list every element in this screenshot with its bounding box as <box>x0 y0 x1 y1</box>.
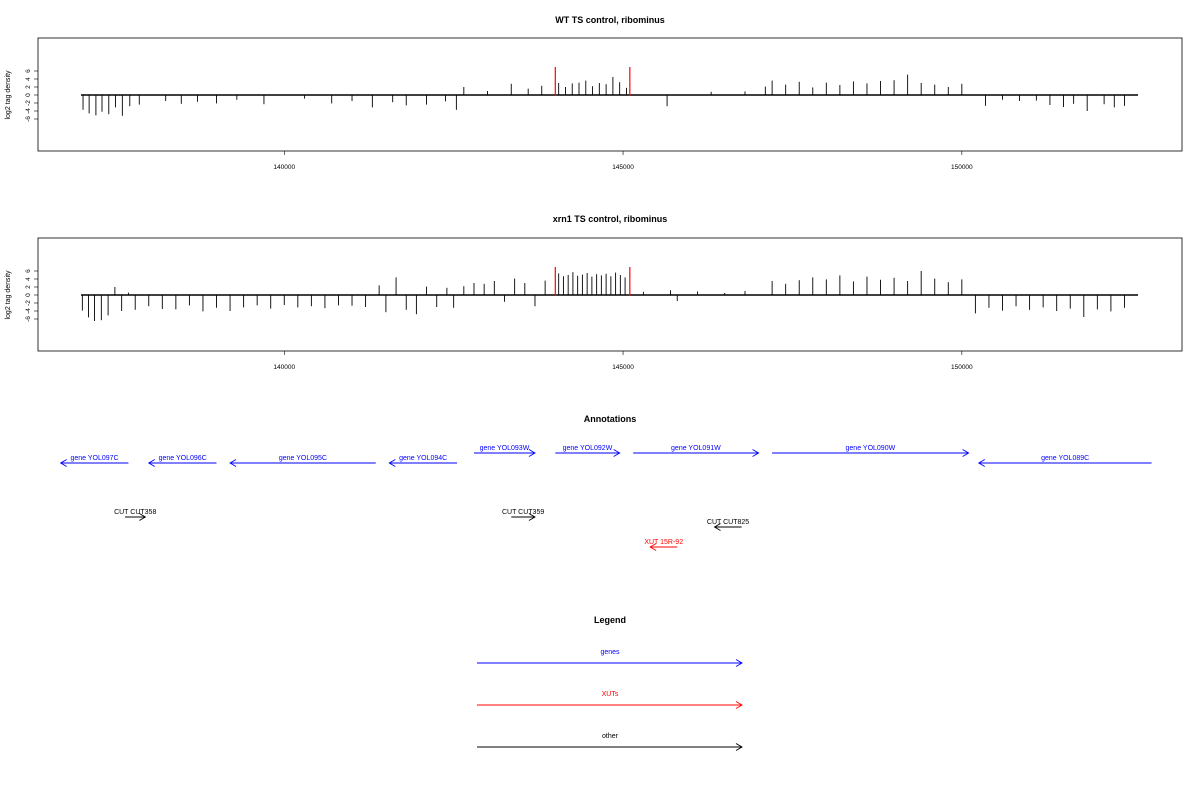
wt-y-tick-label: -6 <box>25 116 32 122</box>
gene-arrowhead <box>388 459 396 467</box>
gene-label: gene YOL089C <box>1041 455 1089 462</box>
gene-arrowhead <box>528 449 536 457</box>
xrn1-y-tick-label: 2 <box>25 285 32 289</box>
xrn1-y-tick-label: 4 <box>25 277 32 281</box>
xut-label: XUT 15R-92 <box>644 539 683 546</box>
gene-arrowhead <box>977 459 985 467</box>
xrn1-x-tick-label: 145000 <box>612 364 634 371</box>
legend-label: genes <box>600 649 620 656</box>
legend-label: XUTs <box>602 691 619 698</box>
gene-label: gene YOL094C <box>399 455 447 462</box>
annotations-title: Annotations <box>584 414 637 424</box>
wt-plot-frame <box>37 37 1183 152</box>
xrn1-y-tick-label: 6 <box>25 269 32 273</box>
xut-arrowhead <box>649 543 657 551</box>
wt-bars <box>81 67 1138 116</box>
xrn1-track-panel: xrn1 TS control, ribominus log2 tag dens… <box>5 214 1183 371</box>
gene-label: gene YOL092W <box>563 445 613 452</box>
wt-y-tick-label: 4 <box>25 77 32 81</box>
gene-arrowhead <box>59 459 67 467</box>
xrn1-y-tick-label: -4 <box>25 308 32 314</box>
gene-arrowhead <box>613 449 621 457</box>
wt-y-tick-label: -4 <box>25 108 32 114</box>
legend-genes-arrowhead <box>735 659 743 667</box>
wt-y-axis-label: log2 tag density <box>5 70 12 120</box>
wt-track-panel: WT TS control, ribominus log2 tag densit… <box>5 15 1183 171</box>
wt-x-tick-label: 150000 <box>951 164 973 171</box>
cut-arrowhead <box>713 523 721 531</box>
xrn1-x-tick-label: 140000 <box>273 364 295 371</box>
gene-label: gene YOL096C <box>159 455 207 462</box>
legend-other-arrowhead <box>735 743 743 751</box>
legend-title: Legend <box>594 615 626 625</box>
gene-arrowhead <box>752 449 760 457</box>
xrn1-bars <box>81 267 1138 321</box>
cut-label: CUT CUT825 <box>707 519 749 526</box>
xrn1-y-tick-label: -6 <box>25 316 32 322</box>
wt-track-title: WT TS control, ribominus <box>555 15 665 25</box>
cut-arrowhead <box>528 513 536 521</box>
xrn1-x-tick-label: 150000 <box>951 364 973 371</box>
xrn1-y-tick-label: -2 <box>25 300 32 306</box>
gene-label: gene YOL093W <box>480 445 530 452</box>
wt-y-tick-label: 0 <box>25 93 32 97</box>
xrn1-y-tick-label: 0 <box>25 293 32 297</box>
wt-x-tick-label: 145000 <box>612 164 634 171</box>
legend-items: genes XUTs other <box>477 649 743 751</box>
gene-arrowhead <box>229 459 237 467</box>
wt-y-tick-label: -2 <box>25 100 32 106</box>
gene-label: gene YOL097C <box>70 455 118 462</box>
xrn1-plot-frame <box>37 237 1183 352</box>
gene-label: gene YOL090W <box>846 445 896 452</box>
legend-xuts-arrowhead <box>735 701 743 709</box>
legend-label: other <box>602 733 619 740</box>
cut-label: CUT CUT358 <box>114 509 156 516</box>
wt-x-tick-label: 140000 <box>273 164 295 171</box>
annotations-panel: Annotations gene YOL097C gene YOL096C gene… <box>59 414 1152 551</box>
gene-label: gene YOL091W <box>671 445 721 452</box>
cut-arrowhead <box>139 513 147 521</box>
annotation-features: gene YOL097C gene YOL096C gene YOL095C gene… <box>59 445 1152 551</box>
gene-arrowhead <box>147 459 155 467</box>
cut-label: CUT CUT359 <box>502 509 544 516</box>
xrn1-y-axis-label: log2 tag density <box>5 270 12 320</box>
gene-label: gene YOL095C <box>279 455 327 462</box>
wt-y-tick-label: 2 <box>25 85 32 89</box>
xrn1-axes: -6 -4 -2 0 2 4 6 140000 145000 150000 <box>25 269 973 371</box>
xrn1-track-title: xrn1 TS control, ribominus <box>553 214 668 224</box>
wt-y-tick-label: 6 <box>25 69 32 73</box>
gene-arrowhead <box>962 449 970 457</box>
legend-panel: Legend genes XUTs other <box>477 615 743 751</box>
wt-axes: -6 -4 -2 0 2 4 6 140000 145000 150000 <box>25 69 973 171</box>
